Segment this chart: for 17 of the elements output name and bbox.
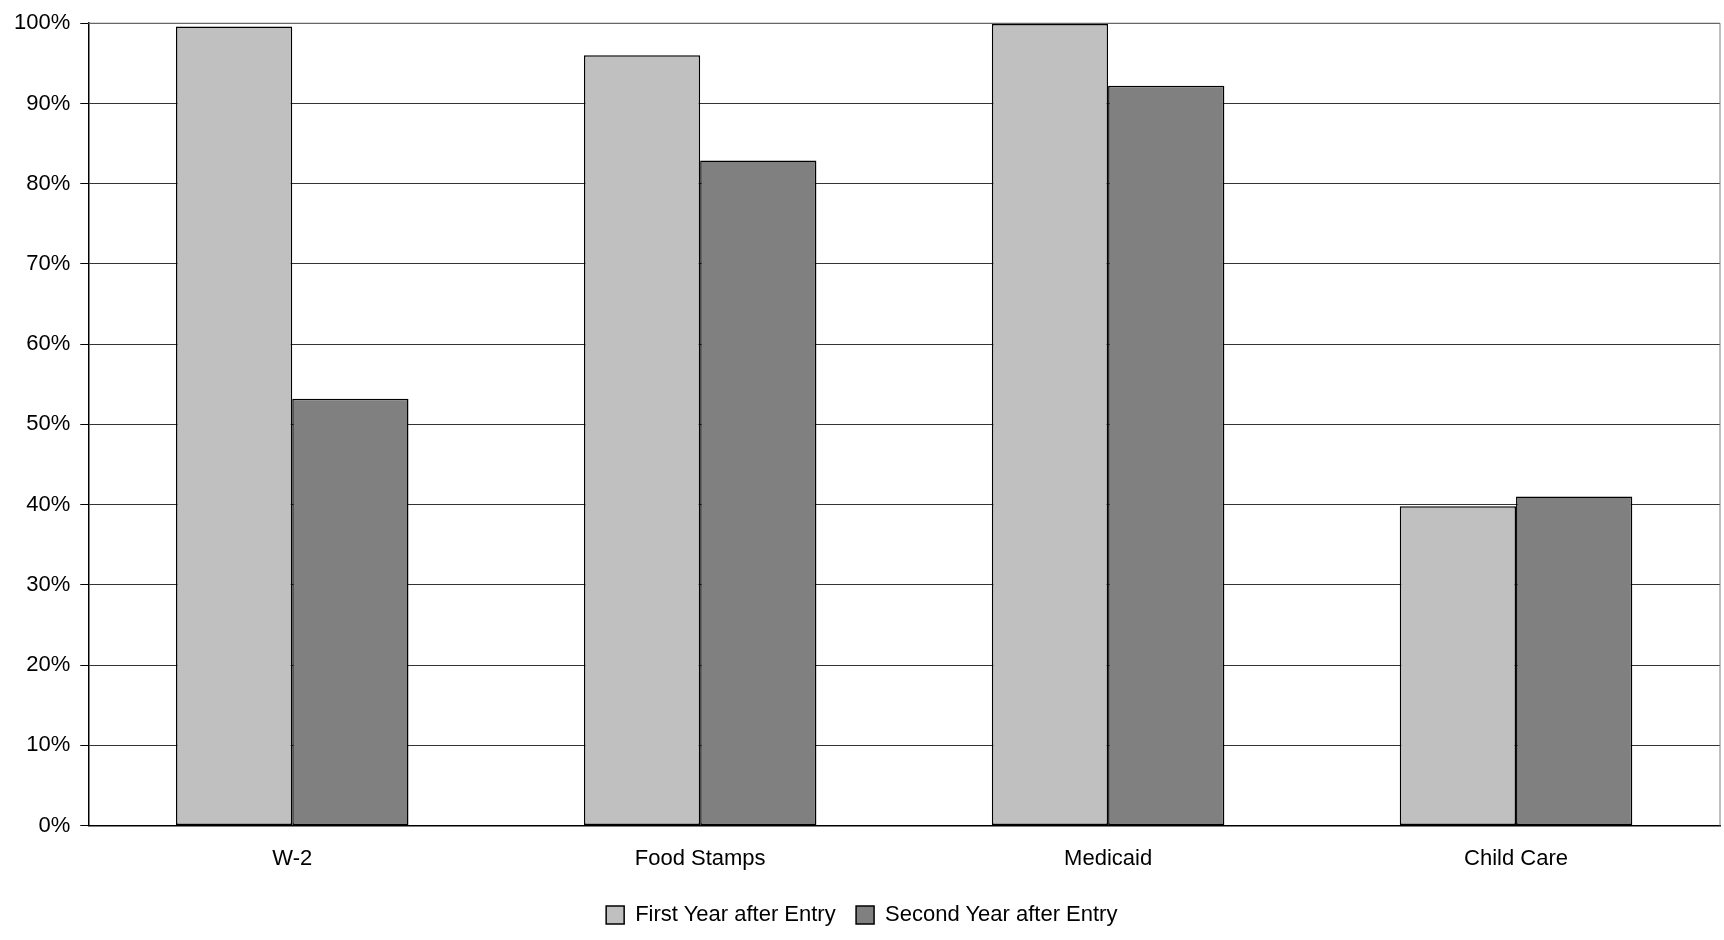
- y-tick-label: 20%: [26, 651, 71, 677]
- y-tick-label: 30%: [26, 570, 71, 596]
- y-tick-label: 10%: [26, 731, 71, 757]
- legend-label: First Year after Entry: [635, 901, 836, 927]
- y-tick-label: 80%: [26, 169, 71, 195]
- y-tick-label: 60%: [26, 330, 71, 356]
- legend-label: Second Year after Entry: [885, 901, 1118, 927]
- x-tick-label: Child Care: [1464, 844, 1568, 870]
- x-tick-label: Medicaid: [1064, 844, 1153, 870]
- y-tick-label: 50%: [26, 410, 71, 436]
- y-tick-label: 100%: [13, 9, 71, 35]
- y-tick-label: 40%: [26, 490, 71, 516]
- x-tick-label: Food Stamps: [634, 844, 766, 870]
- y-tick-label: 70%: [26, 249, 71, 275]
- y-tick-label: 0%: [38, 811, 71, 837]
- x-tick-label: W-2: [272, 844, 313, 870]
- y-tick-label: 90%: [26, 89, 71, 115]
